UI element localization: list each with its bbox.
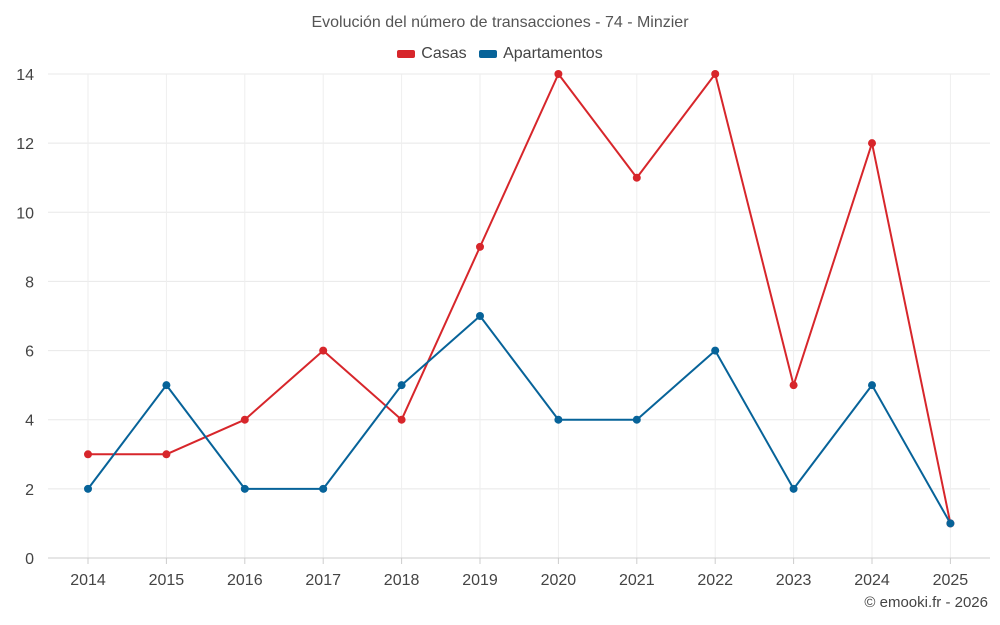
data-point-apartamentos[interactable]: [789, 484, 798, 493]
data-point-apartamentos[interactable]: [319, 484, 328, 493]
chart-title: Evolución del número de transacciones - …: [311, 14, 689, 31]
data-point-apartamentos[interactable]: [240, 484, 249, 493]
legend-swatch-apartamentos: [479, 50, 498, 58]
y-tick-label: 12: [16, 136, 34, 153]
y-tick-label: 10: [16, 205, 34, 222]
series-line-casas: [88, 73, 952, 524]
x-tick-label: 2015: [149, 572, 185, 589]
data-point-apartamentos[interactable]: [397, 381, 406, 390]
x-tick-label: 2019: [462, 572, 498, 589]
x-tick-label: 2014: [70, 572, 106, 589]
data-point-apartamentos[interactable]: [632, 415, 641, 424]
data-point-apartamentos[interactable]: [711, 346, 720, 355]
legend-label-apartamentos: Apartamentos: [503, 45, 603, 62]
data-point-casas[interactable]: [240, 415, 249, 424]
x-tick-label: 2020: [541, 572, 577, 589]
x-tick-label: 2017: [305, 572, 341, 589]
x-tick-label: 2024: [854, 572, 890, 589]
data-point-casas[interactable]: [162, 450, 171, 459]
x-tick-label: 2022: [697, 572, 733, 589]
data-point-casas[interactable]: [476, 242, 484, 251]
data-point-casas[interactable]: [397, 415, 406, 424]
y-tick-label: 8: [25, 274, 34, 291]
x-tick-label: 2018: [384, 572, 420, 589]
y-tick-label: 4: [25, 413, 34, 430]
data-point-casas[interactable]: [789, 381, 798, 390]
legend-item-apartamentos[interactable]: Apartamentos: [479, 45, 603, 63]
legend-item-casas[interactable]: Casas: [397, 45, 467, 63]
x-tick-label: 2016: [227, 572, 263, 589]
data-point-apartamentos[interactable]: [554, 415, 563, 424]
legend: Casas Apartamentos: [0, 45, 1000, 63]
legend-label-casas: Casas: [421, 45, 467, 62]
data-point-casas[interactable]: [84, 450, 92, 459]
data-point-casas[interactable]: [554, 70, 563, 78]
data-point-apartamentos[interactable]: [946, 519, 955, 528]
series-line-apartamentos: [87, 315, 952, 524]
y-tick-label: 2: [25, 482, 34, 499]
data-point-apartamentos[interactable]: [84, 484, 92, 493]
y-tick-label: 6: [25, 344, 34, 361]
credit-text: © emooki.fr - 2026: [864, 594, 988, 611]
data-point-casas[interactable]: [632, 173, 641, 182]
x-tick-label: 2023: [776, 572, 812, 589]
data-point-casas[interactable]: [319, 346, 328, 355]
data-point-casas[interactable]: [711, 70, 720, 78]
data-point-apartamentos[interactable]: [868, 381, 876, 390]
data-point-apartamentos[interactable]: [476, 312, 484, 320]
data-point-apartamentos[interactable]: [162, 381, 171, 390]
x-tick-label: 2025: [933, 572, 969, 589]
data-point-casas[interactable]: [868, 139, 876, 148]
legend-swatch-casas: [397, 50, 416, 58]
y-tick-label: 0: [25, 551, 34, 568]
y-tick-label: 14: [16, 67, 34, 84]
x-tick-label: 2021: [619, 572, 655, 589]
